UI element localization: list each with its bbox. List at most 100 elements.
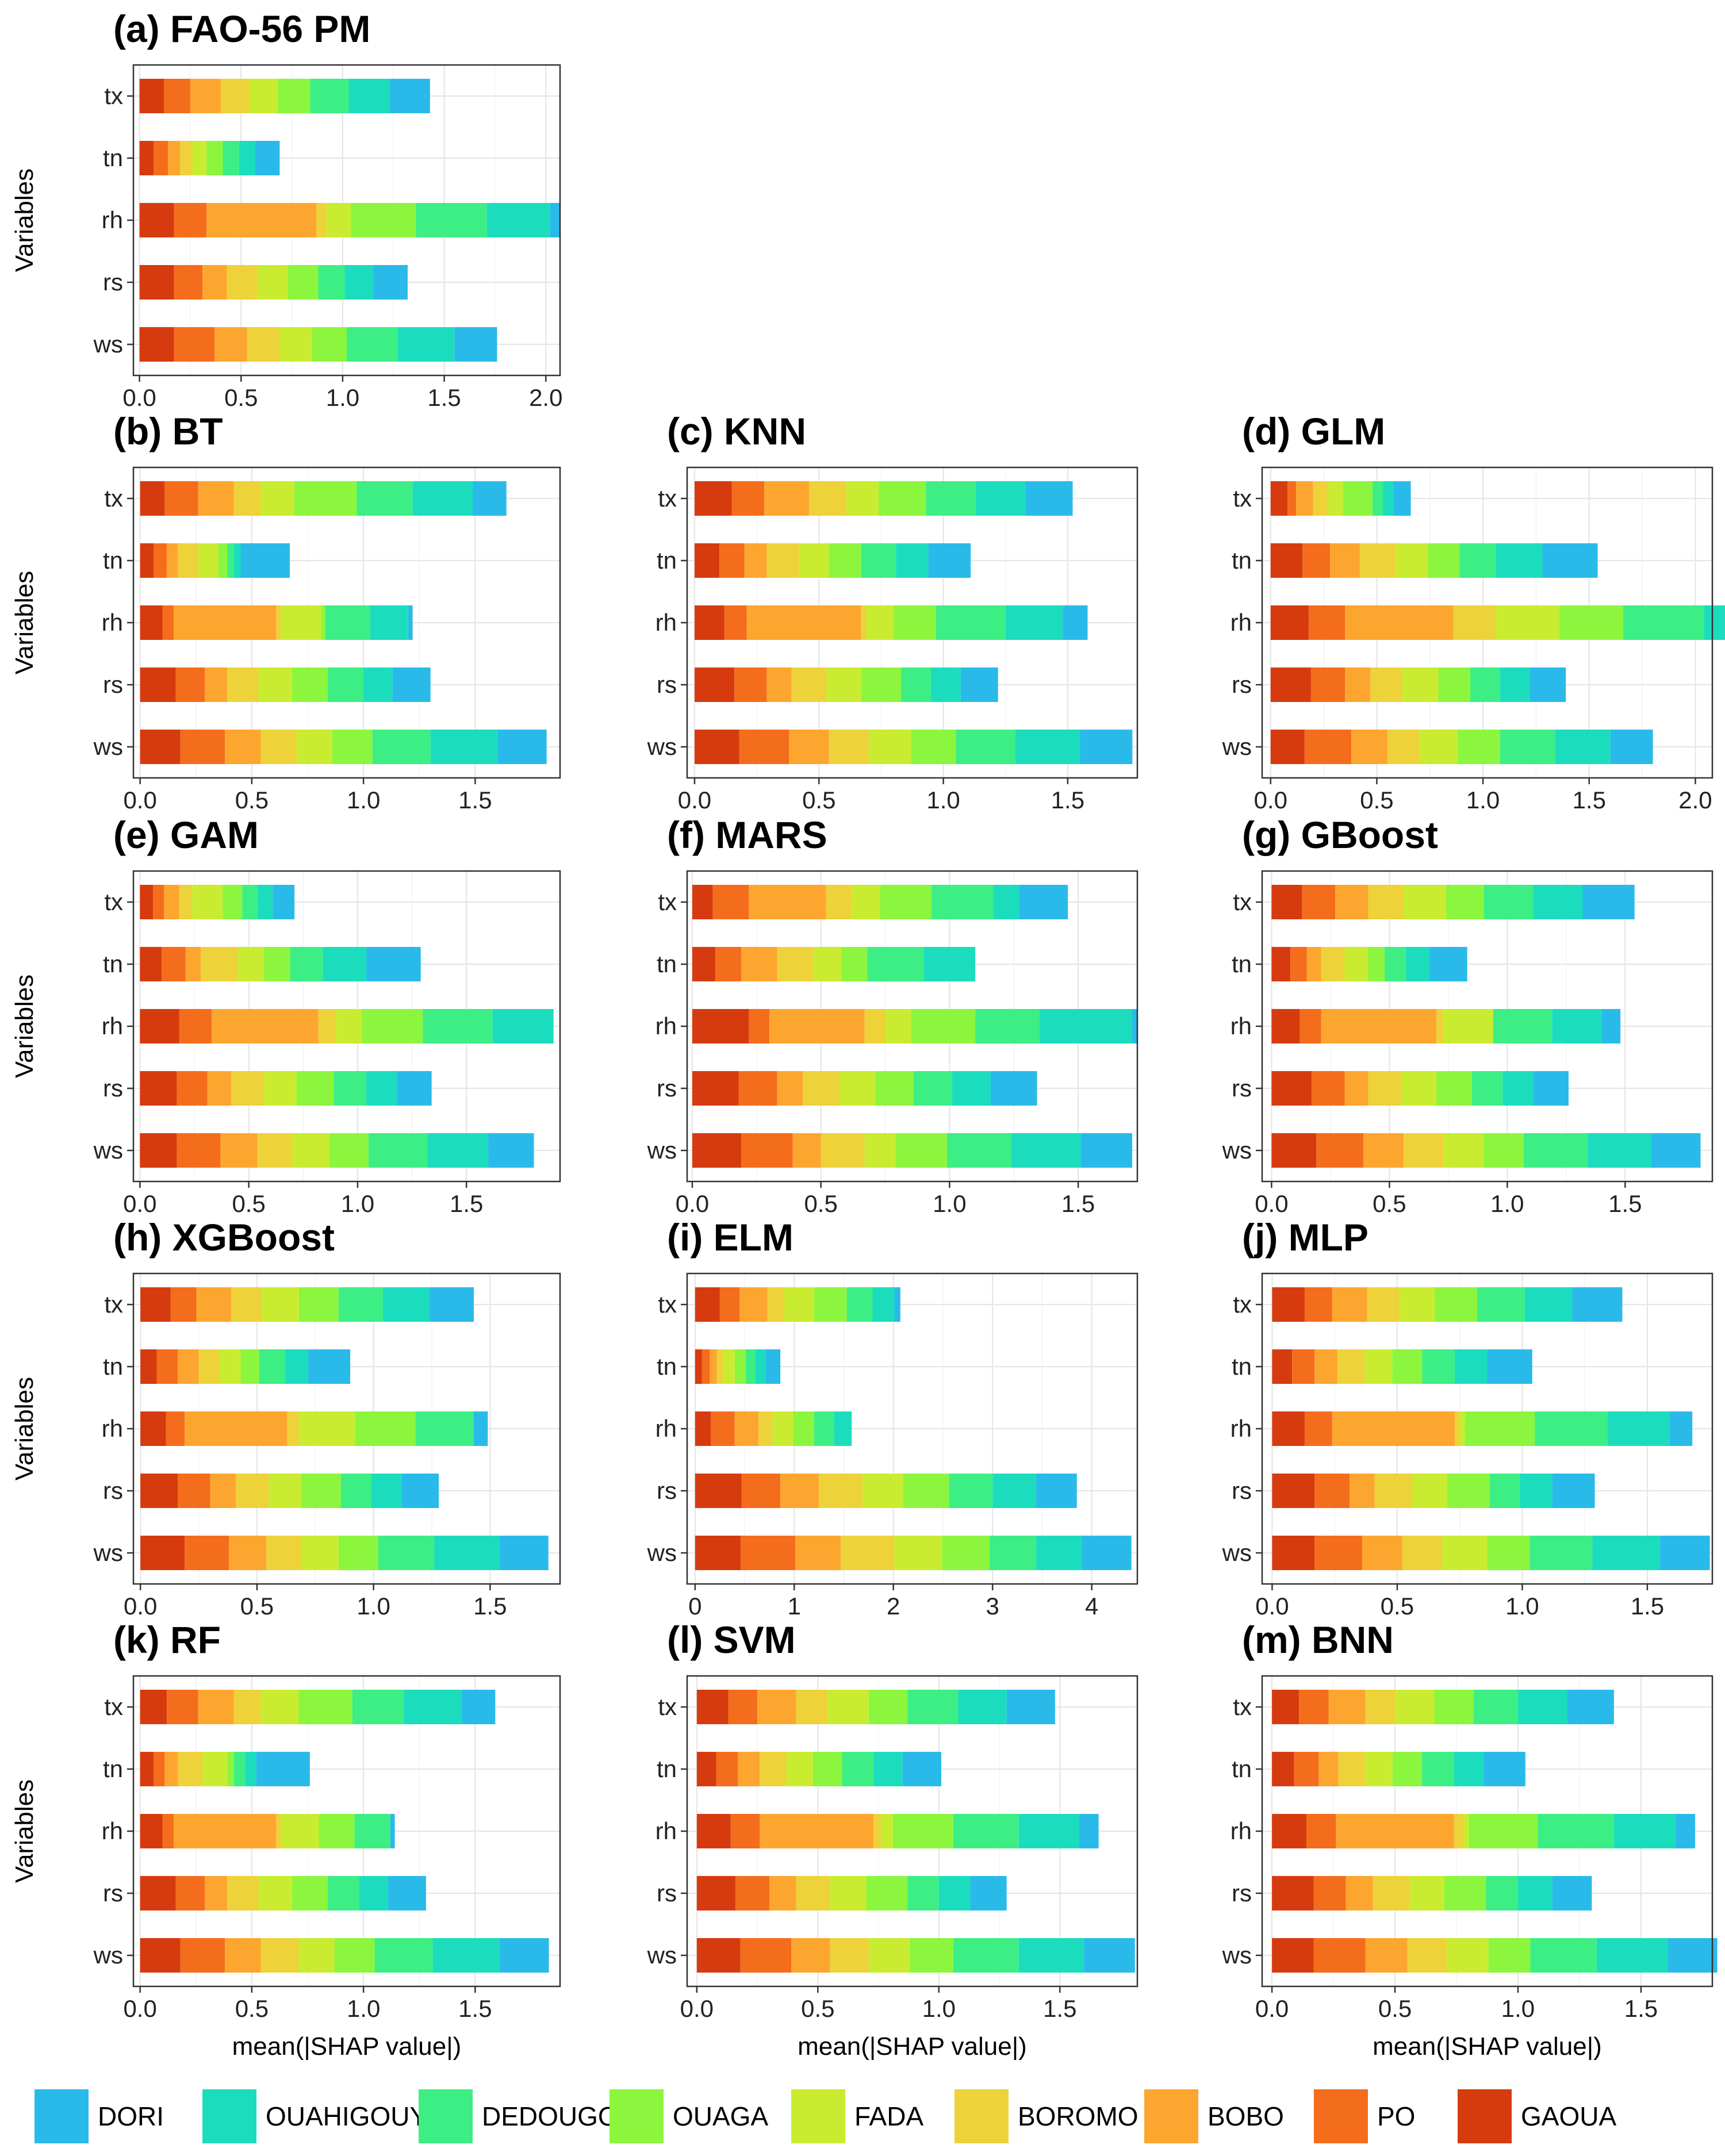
bar-segment-rs-gaoua (694, 667, 735, 702)
bar-segment-tn-dedougou (1385, 947, 1406, 981)
panel-title: (j) MLP (1242, 1216, 1368, 1259)
bar-segment-ws-dori (488, 1133, 534, 1168)
bar-segment-ws-ouahigouya (1036, 1536, 1082, 1570)
bar-segment-tx-ouahigouya (348, 79, 390, 113)
bar-segment-rh-boromo (318, 1009, 336, 1044)
bar-segment-tn-ouahigouya (873, 1752, 903, 1786)
bar-segment-tx-boromo (796, 1690, 828, 1724)
legend-label-dori: DORI (98, 2101, 164, 2131)
bar-segment-ws-fada (301, 1536, 339, 1570)
x-axis-title: mean(|SHAP value|) (1373, 2032, 1602, 2061)
bar-segment-ws-dedougou (347, 327, 398, 362)
bar-segment-tx-dori (1572, 1287, 1623, 1322)
bar-segment-tn-bobo (168, 141, 181, 175)
bar-segment-tn-fada (198, 543, 218, 578)
bar-segment-tn-po (715, 947, 741, 981)
bar-segment-tn-ouaga (1428, 543, 1460, 578)
bar-segment-tn-fada (786, 1752, 813, 1786)
bar-segment-ws-dedougou (372, 730, 431, 764)
x-tick-label: 3 (986, 1593, 999, 1620)
bar-segment-rh-dori (1670, 1411, 1693, 1446)
bar-segment-rh-dedougou (354, 1814, 390, 1848)
bar-segment-rh-fada (326, 203, 351, 237)
bar-segment-tn-boromo (1321, 947, 1345, 981)
bar-segment-tx-dori (894, 1287, 900, 1322)
x-tick-label: 1.0 (347, 787, 380, 814)
bar-segment-tn-bobo (710, 1349, 717, 1384)
x-tick-label: 1.0 (1466, 787, 1500, 814)
bar-segment-rs-ouahigouya (366, 1071, 397, 1106)
bar-segment-rs-fada (862, 1474, 903, 1508)
bar-segment-rh-fada (880, 1814, 893, 1848)
bar-segment-ws-dedougou (946, 1133, 1011, 1168)
x-tick-label: 2.0 (529, 384, 562, 411)
bar-segment-ws-boromo (1407, 1938, 1447, 1973)
bar-segment-rs-ouaga (1447, 1474, 1490, 1508)
bar-segment-rh-ouahigouya (1613, 1814, 1676, 1848)
y-tick-label-rs: rs (103, 1477, 123, 1504)
bar-segment-rh-bobo (760, 1814, 874, 1848)
bar-segment-rs-fada (826, 667, 861, 702)
bar-segment-ws-fada (894, 1536, 942, 1570)
x-tick-label: 1.5 (1608, 1190, 1642, 1217)
y-tick-label-tn: tn (103, 950, 123, 977)
bar-segment-tn-ouahigouya (285, 1349, 309, 1384)
bar-segment-tx-ouaga (879, 481, 926, 516)
bar-segment-rh-po (730, 1814, 760, 1848)
bar-segment-rs-ouaga (1438, 667, 1470, 702)
bar-segment-rh-dori (1063, 605, 1088, 640)
bar-segment-rs-gaoua (140, 667, 176, 702)
bar-segment-rs-bobo (1345, 667, 1371, 702)
bar-segment-rs-fada (258, 1876, 292, 1911)
bar-segment-rs-ouahigouya (1517, 1876, 1552, 1911)
bar-segment-rs-ouahigouya (992, 1474, 1037, 1508)
y-tick-label-rh: rh (102, 1012, 123, 1039)
bar-segment-tn-dori (1429, 947, 1467, 981)
y-tick-label-tx: tx (1233, 888, 1252, 915)
bar-segment-rh-po (1309, 605, 1346, 640)
bar-segment-tx-dori (429, 1287, 474, 1322)
bar-segment-rs-fada (258, 667, 292, 702)
x-tick-label: 1.0 (347, 1995, 380, 2022)
bar-segment-rh-fada (885, 1009, 911, 1044)
bar-segment-tn-gaoua (140, 1752, 154, 1786)
bar-segment-rs-ouahigouya (1502, 1071, 1534, 1106)
x-tick-label: 1.5 (458, 787, 492, 814)
bar-segment-rs-po (741, 1474, 781, 1508)
bar-segment-rh-dori (408, 605, 413, 640)
bar-segment-tx-dedougou (242, 885, 258, 919)
y-tick-label-ws: ws (93, 1539, 123, 1566)
bar-segment-rs-dedougou (1471, 1071, 1503, 1106)
bar-segment-tx-bobo (164, 885, 179, 919)
bar-segment-rh-gaoua (696, 1814, 731, 1848)
y-tick-label-tx: tx (104, 1291, 123, 1318)
bar-segment-rh-ouaga (1465, 1411, 1535, 1446)
bar-segment-rh-boromo (758, 1411, 773, 1446)
bar-segment-tn-ouaga (240, 1349, 259, 1384)
bar-segment-tn-dori (366, 947, 421, 981)
bar-segment-tx-boromo (231, 1287, 262, 1322)
bar-segment-rh-fada (281, 1814, 319, 1848)
bar-segment-rh-ouaga (321, 605, 326, 640)
bar-segment-tx-bobo (196, 1287, 232, 1322)
bar-segment-rs-dori (1552, 1876, 1592, 1911)
bar-segment-ws-dori (1610, 730, 1653, 764)
bar-segment-rs-gaoua (140, 1876, 176, 1911)
bar-segment-rs-ouaga (292, 667, 328, 702)
bar-segment-tx-dedougou (907, 1690, 959, 1724)
bar-segment-rh-bobo (1332, 1411, 1455, 1446)
bar-segment-tn-bobo (1330, 543, 1360, 578)
x-tick-label: 0.0 (1254, 787, 1287, 814)
bar-segment-tn-ouahigouya (896, 543, 929, 578)
bar-segment-rs-ouaga (288, 265, 319, 300)
bar-segment-tn-dori (765, 1349, 781, 1384)
bar-segment-rh-po (166, 1411, 185, 1446)
bar-segment-rs-dedougou (327, 667, 364, 702)
legend-label-ouaga: OUAGA (673, 2101, 768, 2131)
bar-segment-rh-dori (1079, 1814, 1099, 1848)
bar-segment-ws-gaoua (696, 1938, 741, 1973)
bar-segment-ws-ouahigouya (1587, 1133, 1651, 1168)
bar-segment-rs-ouahigouya (371, 1474, 402, 1508)
bar-segment-tx-dori (273, 885, 295, 919)
x-tick-label: 1.5 (1061, 1190, 1095, 1217)
